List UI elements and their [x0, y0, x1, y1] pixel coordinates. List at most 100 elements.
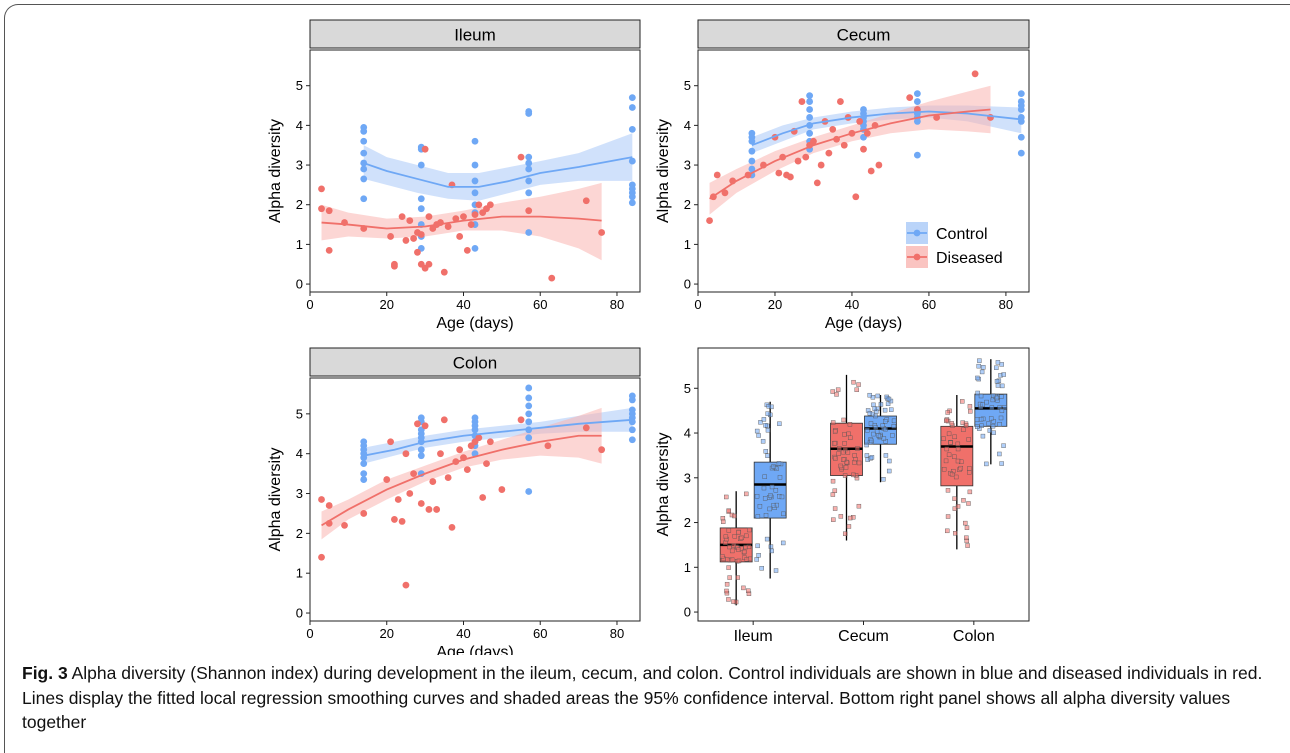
jitter-point-diseased — [723, 540, 728, 546]
jitter-point-control — [769, 548, 774, 554]
jitter-point-diseased — [967, 470, 972, 475]
y-tick-label: 3 — [684, 158, 691, 173]
jitter-point-control — [868, 421, 874, 426]
jitter-point-diseased — [744, 533, 749, 539]
jitter-point-diseased — [832, 429, 838, 434]
jitter-point-diseased — [726, 565, 731, 570]
jitter-point-control — [764, 536, 770, 542]
jitter-point-diseased — [736, 547, 741, 552]
jitter-point-diseased — [856, 382, 861, 387]
caption-label: Fig. 3 — [22, 663, 68, 683]
jitter-point-control — [765, 411, 770, 416]
jitter-point-diseased — [941, 436, 946, 441]
data-point-control — [360, 470, 368, 478]
x-tick-label: 80 — [999, 297, 1013, 312]
data-point-diseased — [383, 476, 391, 483]
y-tick-label: 0 — [684, 605, 691, 620]
jitter-point-control — [864, 453, 870, 458]
y-tick-label: 4 — [296, 446, 303, 461]
x-tick-label: 80 — [610, 626, 624, 641]
panel-colon: Colon 0 1 2 3 4 5 0 20 40 60 80 Age (days) Alpha dive… — [267, 347, 641, 655]
data-point-diseased — [475, 434, 483, 442]
data-point-diseased — [402, 450, 410, 458]
data-point-diseased — [402, 581, 410, 589]
facet-title: Cecum — [837, 26, 891, 45]
jitter-point-control — [887, 458, 892, 464]
data-point-diseased — [387, 233, 394, 240]
jitter-point-diseased — [847, 515, 853, 521]
y-tick-label: 4 — [296, 118, 303, 133]
jitter-point-diseased — [744, 557, 750, 562]
y-tick-label: 0 — [296, 606, 303, 621]
jitter-point-diseased — [830, 492, 836, 497]
jitter-point-control — [979, 423, 984, 429]
data-point-diseased — [410, 470, 418, 478]
jitter-point-control — [975, 375, 980, 381]
x-tick-label: 80 — [610, 297, 624, 312]
jitter-point-diseased — [945, 514, 951, 519]
jitter-point-control — [754, 494, 760, 499]
data-point-diseased — [425, 260, 433, 268]
data-point-control — [806, 114, 814, 121]
jitter-point-diseased — [955, 504, 961, 509]
jitter-point-diseased — [963, 520, 968, 526]
data-point-control — [525, 410, 533, 418]
jitter-point-diseased — [727, 544, 732, 550]
data-point-diseased — [875, 161, 883, 169]
jitter-point-diseased — [963, 423, 969, 428]
jitter-point-diseased — [851, 379, 856, 385]
jitter-point-diseased — [952, 496, 957, 501]
data-point-diseased — [318, 553, 325, 561]
jitter-point-control — [762, 474, 767, 479]
jitter-point-diseased — [961, 427, 966, 432]
y-tick-label: 1 — [296, 566, 303, 581]
jitter-point-control — [986, 421, 991, 426]
jitter-point-diseased — [965, 543, 970, 548]
data-point-diseased — [325, 246, 333, 254]
data-point-diseased — [463, 246, 471, 254]
y-tick-label: 3 — [296, 486, 303, 501]
jitter-point-diseased — [851, 472, 856, 478]
jitter-point-control — [755, 514, 761, 519]
data-point-control — [360, 165, 368, 173]
jitter-point-diseased — [830, 478, 836, 484]
data-point-diseased — [391, 260, 398, 268]
data-point-diseased — [721, 189, 729, 197]
jitter-point-diseased — [966, 501, 971, 506]
smooth-line-control — [751, 110, 1022, 147]
data-point-diseased — [414, 248, 421, 256]
jitter-point-control — [766, 404, 771, 409]
y-axis-title: Alpha diversity — [267, 447, 284, 551]
panel-ileum: Ileum 0 1 2 3 4 5 0 20 40 60 80 Age (days) Alpha dive… — [267, 19, 641, 332]
data-point-diseased — [440, 416, 448, 424]
data-point-diseased — [802, 153, 810, 161]
data-point-control — [360, 195, 368, 203]
facet-title: Colon — [453, 354, 497, 373]
jitter-point-diseased — [729, 557, 735, 562]
data-point-control — [748, 137, 756, 145]
jitter-point-diseased — [724, 494, 729, 500]
jitter-point-diseased — [846, 524, 852, 529]
data-point-control — [360, 476, 368, 483]
jitter-point-control — [883, 426, 888, 432]
facet-strip — [697, 19, 1030, 49]
jitter-point-control — [869, 438, 874, 444]
y-axis-title: Alpha diversity — [267, 119, 284, 223]
jitter-point-diseased — [724, 581, 730, 587]
jitter-point-diseased — [953, 474, 959, 480]
y-axis-title: Alpha diversity — [655, 432, 672, 536]
y-tick-label: 1 — [684, 560, 691, 575]
data-point-control — [417, 205, 425, 213]
jitter-point-control — [763, 449, 769, 454]
data-point-control — [525, 165, 533, 173]
data-point-diseased — [425, 506, 433, 513]
jitter-point-diseased — [960, 399, 965, 404]
legend-label-control: Control — [936, 226, 988, 243]
jitter-point-diseased — [746, 588, 751, 593]
data-point-diseased — [402, 237, 410, 244]
jitter-point-diseased — [744, 491, 749, 497]
y-tick-label: 5 — [684, 78, 691, 93]
data-point-diseased — [517, 153, 525, 161]
data-point-diseased — [341, 521, 348, 529]
